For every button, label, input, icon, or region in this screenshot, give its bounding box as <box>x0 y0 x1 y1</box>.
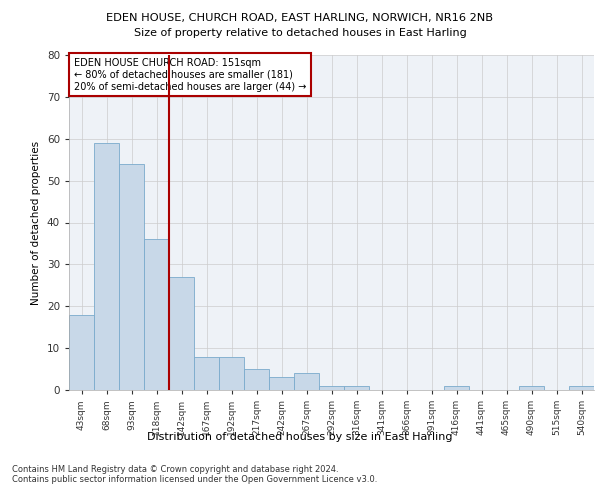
Bar <box>69 314 94 390</box>
Text: EDEN HOUSE, CHURCH ROAD, EAST HARLING, NORWICH, NR16 2NB: EDEN HOUSE, CHURCH ROAD, EAST HARLING, N… <box>107 12 493 22</box>
Bar <box>569 386 594 390</box>
Bar <box>294 373 319 390</box>
Y-axis label: Number of detached properties: Number of detached properties <box>31 140 41 304</box>
Bar <box>244 369 269 390</box>
Bar <box>169 277 194 390</box>
Bar <box>194 356 219 390</box>
Bar <box>144 240 169 390</box>
Bar <box>94 143 119 390</box>
Bar <box>344 386 369 390</box>
Bar <box>219 356 244 390</box>
Text: EDEN HOUSE CHURCH ROAD: 151sqm
← 80% of detached houses are smaller (181)
20% of: EDEN HOUSE CHURCH ROAD: 151sqm ← 80% of … <box>74 58 307 92</box>
Bar <box>519 386 544 390</box>
Text: Size of property relative to detached houses in East Harling: Size of property relative to detached ho… <box>134 28 466 38</box>
Bar <box>119 164 144 390</box>
Bar <box>444 386 469 390</box>
Bar <box>269 378 294 390</box>
Bar <box>319 386 344 390</box>
Text: Distribution of detached houses by size in East Harling: Distribution of detached houses by size … <box>147 432 453 442</box>
Text: Contains HM Land Registry data © Crown copyright and database right 2024.
Contai: Contains HM Land Registry data © Crown c… <box>12 465 377 484</box>
